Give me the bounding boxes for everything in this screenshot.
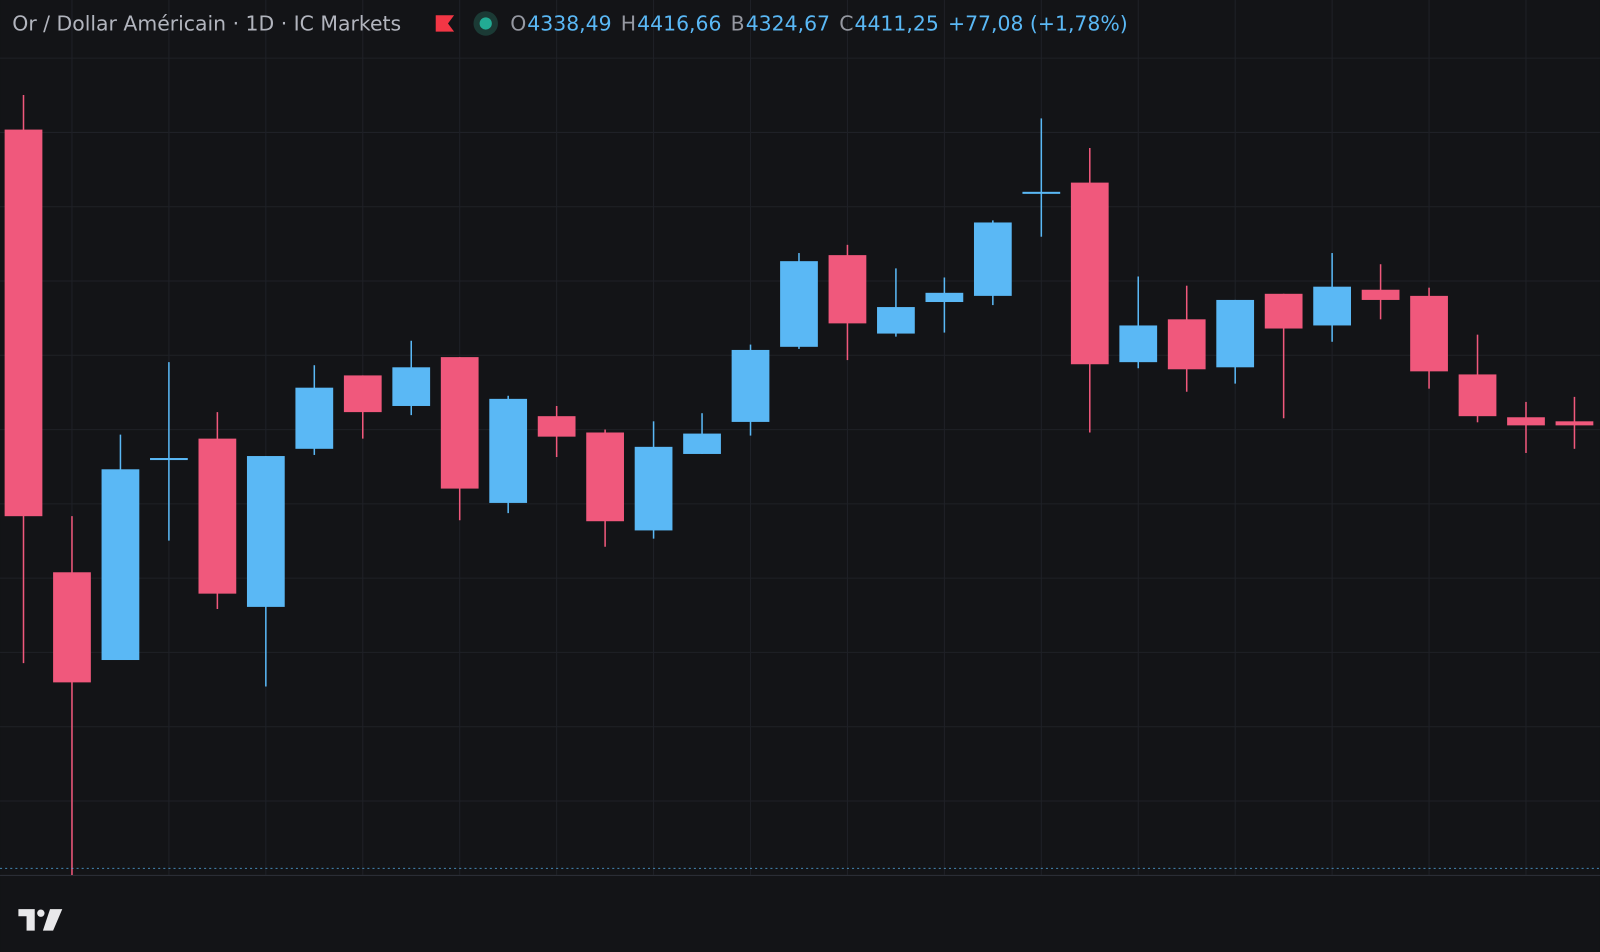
logo-v bbox=[42, 909, 63, 931]
candle-body bbox=[1507, 417, 1545, 426]
candle-body bbox=[586, 432, 624, 522]
legend-label: H bbox=[621, 11, 636, 35]
legend-label: B bbox=[731, 11, 745, 35]
candle-body bbox=[1119, 325, 1158, 363]
candle-body bbox=[828, 255, 867, 324]
candle-body bbox=[1216, 299, 1255, 368]
candle-body bbox=[537, 416, 576, 437]
candle-body bbox=[683, 433, 721, 454]
candle-body bbox=[780, 261, 818, 347]
candle-body bbox=[1458, 374, 1497, 417]
candle-body bbox=[53, 572, 91, 683]
candle-body bbox=[925, 292, 964, 303]
candle-body bbox=[1313, 286, 1351, 326]
candle-body bbox=[1555, 421, 1594, 426]
legend-label: C bbox=[839, 11, 853, 35]
candle-body bbox=[1410, 295, 1448, 372]
flag-shape bbox=[435, 15, 455, 32]
status-dot bbox=[479, 17, 492, 30]
flag-icon[interactable] bbox=[435, 15, 455, 32]
legend-value: 4338,49 bbox=[527, 11, 611, 35]
candle-body bbox=[731, 349, 770, 422]
candles bbox=[4, 94, 1594, 876]
logo-dot bbox=[37, 909, 45, 917]
candle-body bbox=[877, 307, 915, 334]
tv-logo[interactable] bbox=[18, 909, 63, 931]
candle-body bbox=[101, 469, 140, 661]
legend-label: O bbox=[510, 11, 526, 35]
legend-value: 4411,25 bbox=[854, 11, 938, 35]
candle-body bbox=[392, 367, 431, 406]
candle-body bbox=[1022, 191, 1061, 194]
market-status[interactable] bbox=[473, 11, 498, 36]
candle-body bbox=[973, 222, 1012, 296]
candle-body bbox=[4, 129, 43, 517]
candle-body bbox=[295, 387, 334, 449]
candle-body bbox=[246, 456, 285, 607]
legend-change: +77,08 (+1,78%) bbox=[948, 11, 1128, 35]
candle-body bbox=[198, 438, 237, 594]
candle-body bbox=[440, 357, 479, 489]
ohlc-legend: O 4338,49 H 4416,66 B 4324,67 C 4411,25 +77,08 (… bbox=[510, 11, 1128, 35]
legend-value: 4324,67 bbox=[746, 11, 830, 35]
candle-body bbox=[1361, 289, 1400, 300]
candle-body bbox=[634, 446, 673, 531]
candle-body bbox=[489, 398, 528, 503]
candle-body bbox=[1070, 182, 1109, 365]
candle-body bbox=[343, 375, 382, 413]
candle-body bbox=[1167, 319, 1206, 370]
candle-body bbox=[150, 458, 188, 461]
symbol-title[interactable]: Or / Dollar Américain · 1D · IC Markets bbox=[12, 11, 401, 35]
logo-t bbox=[18, 909, 35, 931]
candle-body bbox=[1264, 293, 1303, 329]
legend-value: 4416,66 bbox=[637, 11, 721, 35]
